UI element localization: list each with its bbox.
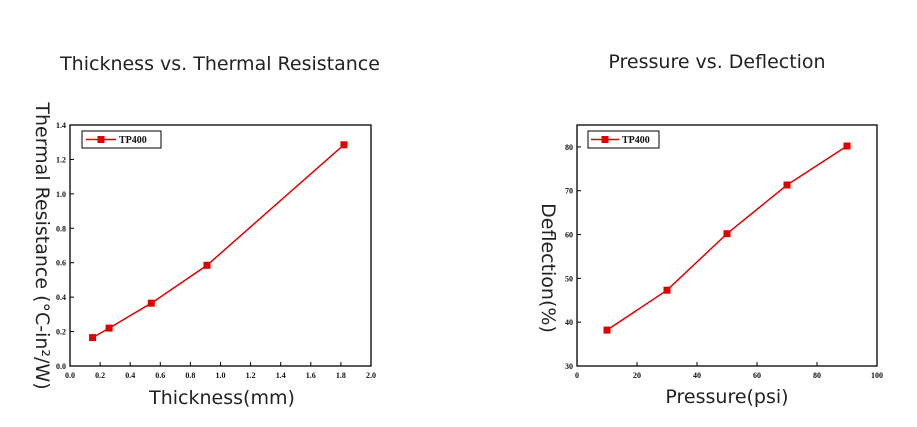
y-tick-label: 70 bbox=[565, 187, 573, 196]
x-axis-ticks: 0.0 0.2 0.4 0.6 0.8 1.0 1.2 1.4 1.6 1.8 2.0 bbox=[65, 362, 376, 380]
legend: TP400 bbox=[587, 130, 660, 149]
x-tick-label: 0 bbox=[575, 371, 579, 380]
data-point bbox=[783, 181, 791, 189]
x-axis-ticks: 0 20 40 60 80 100 bbox=[575, 362, 883, 380]
y-tick-label: 0.6 bbox=[56, 259, 66, 268]
x-tick-label: 0.4 bbox=[125, 371, 135, 380]
y-tick-label: 50 bbox=[565, 274, 573, 283]
plot-area-frame bbox=[576, 124, 878, 367]
y-axis-ticks: 0.0 0.2 0.4 0.6 0.8 1.0 1.2 1.4 bbox=[56, 121, 74, 371]
data-point bbox=[89, 334, 97, 342]
data-point bbox=[105, 324, 113, 332]
x-tick-label: 100 bbox=[871, 371, 883, 380]
x-tick-label: 80 bbox=[813, 371, 821, 380]
thermal-resistance-chart: Thickness vs. Thermal Resistance 0.0 0.2 0… bbox=[31, 53, 380, 409]
y-tick-label: 60 bbox=[565, 231, 573, 240]
x-tick-label: 20 bbox=[633, 371, 641, 380]
legend-box bbox=[81, 130, 162, 149]
y-tick-label: 0.2 bbox=[56, 328, 66, 337]
x-tick-label: 40 bbox=[693, 371, 701, 380]
y-tick-label: 1.0 bbox=[56, 190, 66, 199]
y-axis-label: Thermal Resistance (°C-in²/W) bbox=[31, 101, 53, 389]
x-axis-label: Pressure(psi) bbox=[665, 386, 788, 408]
y-tick-label: 1.4 bbox=[56, 121, 66, 130]
data-point bbox=[723, 230, 731, 238]
y-tick-label: 0.4 bbox=[56, 293, 66, 302]
y-tick-label: 0.8 bbox=[56, 224, 66, 233]
series-group bbox=[603, 142, 851, 334]
y-tick-label: 30 bbox=[565, 362, 573, 371]
y-tick-label: 80 bbox=[565, 143, 573, 152]
x-tick-label: 0.2 bbox=[95, 371, 105, 380]
data-point bbox=[147, 299, 155, 307]
x-tick-label: 60 bbox=[753, 371, 761, 380]
pressure-deflection-chart: Pressure vs. Deflection 0 20 40 60 80 100 30 4… bbox=[537, 51, 883, 408]
chart-title: Pressure vs. Deflection bbox=[608, 51, 825, 73]
data-point bbox=[603, 326, 611, 334]
y-tick-label: 0.0 bbox=[56, 362, 66, 371]
data-point bbox=[340, 141, 348, 149]
x-tick-label: 1.0 bbox=[216, 371, 226, 380]
legend-box bbox=[587, 130, 660, 149]
legend-marker bbox=[97, 136, 105, 143]
y-tick-label: 1.2 bbox=[56, 155, 66, 164]
data-point bbox=[203, 261, 211, 269]
x-axis-label: Thickness(mm) bbox=[148, 387, 295, 409]
series-group bbox=[89, 141, 348, 342]
chart-title: Thickness vs. Thermal Resistance bbox=[59, 53, 380, 75]
series-line-tp400 bbox=[92, 144, 345, 339]
x-tick-label: 1.2 bbox=[246, 371, 256, 380]
x-tick-label: 1.4 bbox=[276, 371, 286, 380]
x-tick-label: 2.0 bbox=[366, 371, 376, 380]
x-tick-label: 0.6 bbox=[155, 371, 165, 380]
legend-marker bbox=[601, 136, 609, 143]
y-tick-label: 40 bbox=[565, 318, 573, 327]
legend-label: TP400 bbox=[622, 135, 650, 146]
legend: TP400 bbox=[81, 130, 162, 149]
data-point bbox=[663, 286, 671, 294]
x-tick-label: 1.8 bbox=[336, 371, 346, 380]
x-tick-label: 1.6 bbox=[306, 371, 316, 380]
x-tick-label: 0.0 bbox=[65, 371, 75, 380]
data-point bbox=[843, 142, 851, 150]
x-tick-label: 0.8 bbox=[185, 371, 195, 380]
y-axis-ticks: 30 40 50 60 70 80 bbox=[565, 143, 581, 371]
series-line-tp400 bbox=[606, 145, 848, 331]
y-axis-label: Deflection(%) bbox=[537, 203, 559, 333]
legend-label: TP400 bbox=[119, 135, 147, 146]
